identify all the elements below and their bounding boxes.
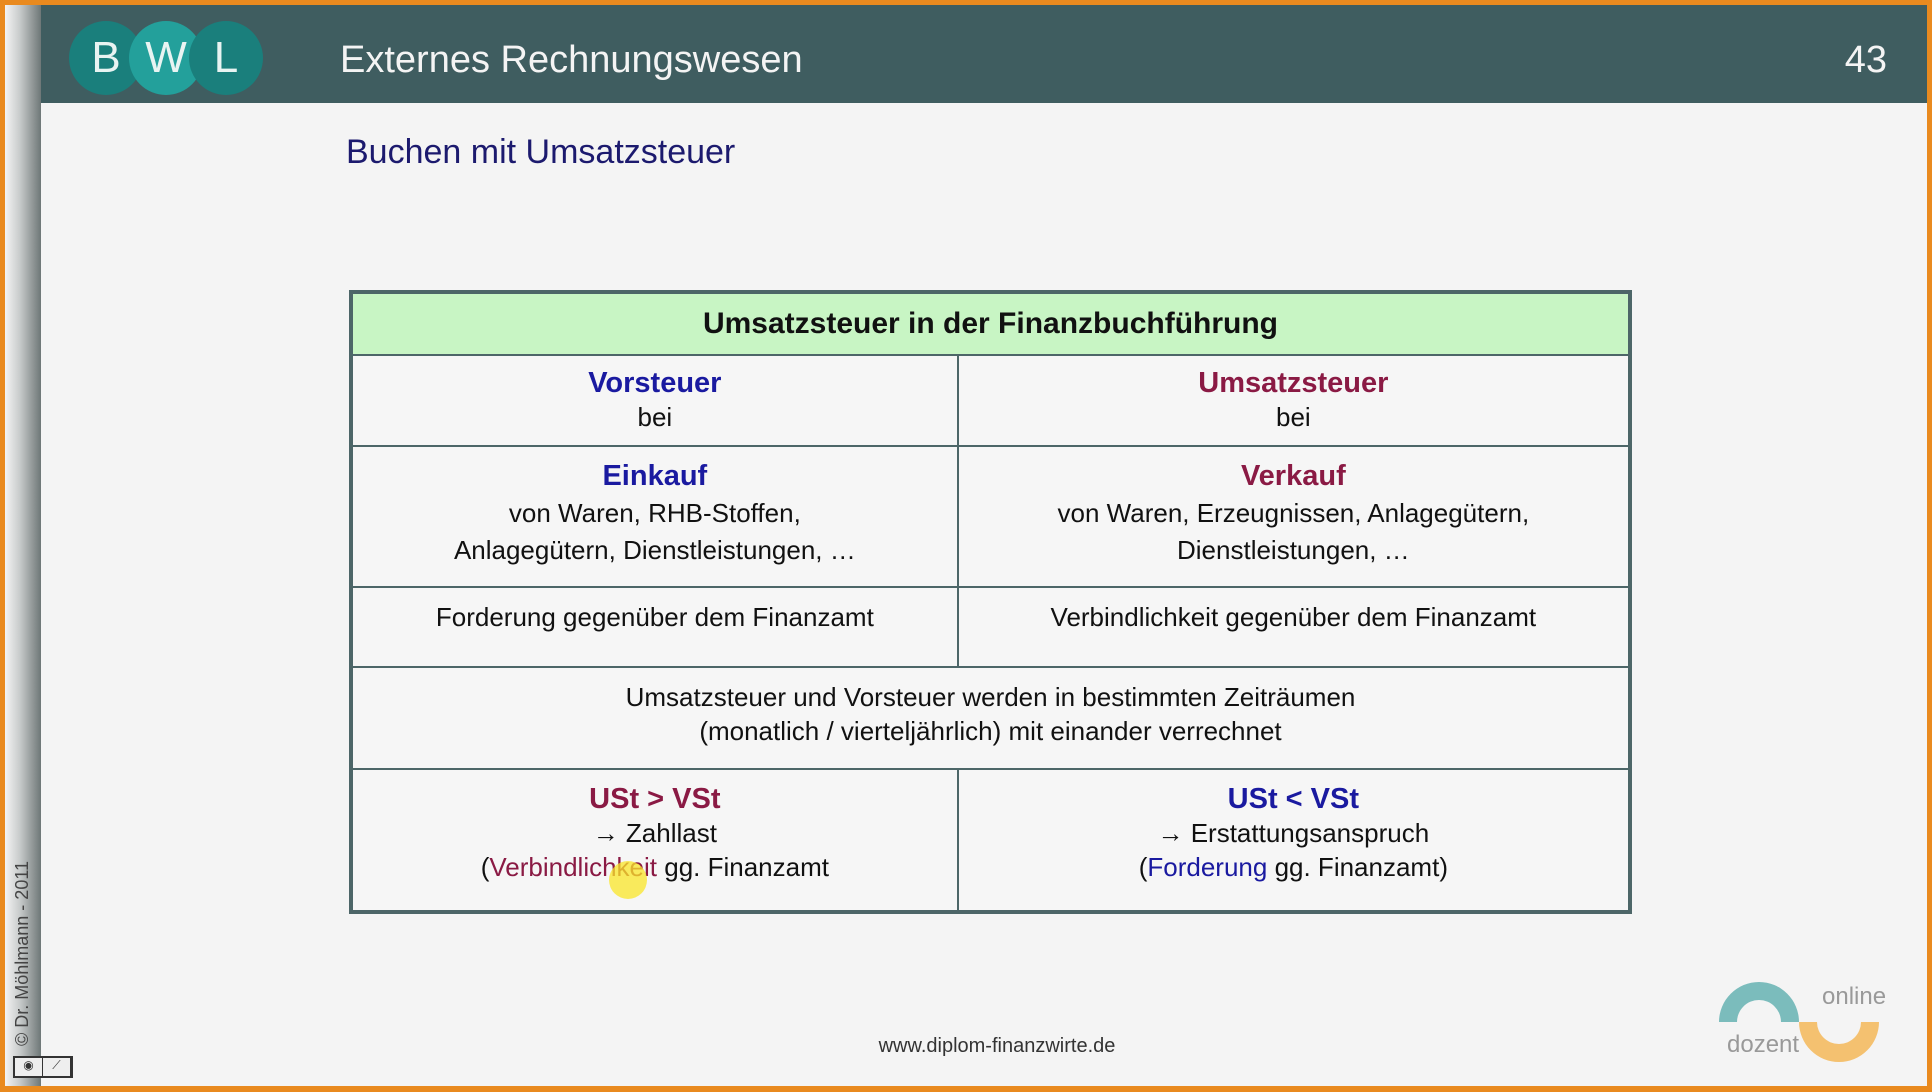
merged-line2: (monatlich / vierteljährlich) mit einand… [699,716,1282,746]
erstattung-compare: USt < VSt [1227,783,1360,815]
slide-header: B W L Externes Rechnungswesen 43 [41,5,1927,103]
erstattung-result: → Erstattungsanspruch [1157,818,1430,848]
slide: © Dr. Möhlmann - 2011 ◉ ⟋ B W L Externes … [5,5,1927,1086]
vorsteuer-head: Vorsteuer [588,367,722,399]
umsatzsteuer-sub: bei [1275,402,1311,432]
zahllast-compare: USt > VSt [589,783,721,815]
footer-url: www.diplom-finanzwirte.de [878,1035,1116,1057]
pen-icon[interactable]: ⟋ [43,1058,71,1076]
cursor-highlight [609,861,647,899]
brand-dozent: dozent [1727,1031,1799,1058]
app-title: Externes Rechnungswesen [340,39,803,81]
forderung-word: Forderung [1147,852,1268,882]
paren-rest: gg. Finanzamt) [1267,852,1448,882]
verkauf-line2: Dienstleistungen, … [1177,535,1410,565]
copyright: © Dr. Möhlmann - 2011 [12,860,32,1046]
paren: ( [480,852,490,882]
player-toolbar[interactable]: ◉ ⟋ [13,1056,73,1078]
page-title: Buchen mit Umsatzsteuer [346,133,736,171]
logo-letter-l: L [189,21,263,95]
speaker-icon[interactable]: ◉ [15,1058,43,1076]
brand-online: online [1822,983,1886,1010]
einkauf-label: Einkauf [602,460,708,492]
einkauf-line2: Anlagegütern, Dienstleistungen, … [453,535,856,565]
side-strip: © Dr. Möhlmann - 2011 [5,5,41,1086]
page-number: 43 [1844,39,1887,81]
einkauf-line1: von Waren, RHB-Stoffen, [508,498,801,528]
verbindlichkeit-cell: Verbindlichkeit gegenüber dem Finanzamt [956,586,1632,668]
vorsteuer-sub: bei [637,402,673,432]
paren-rest: gg. Finanzamt [657,852,829,882]
verkauf-line1: von Waren, Erzeugnissen, Anlagegütern, [1057,498,1530,528]
umsatzsteuer-head: Umsatzsteuer [1198,367,1389,399]
vat-table: Umsatzsteuer in der Finanzbuchführung Vo… [349,290,1632,914]
zahllast-result: → Zahllast [592,818,717,848]
dozent-online-logo: online dozent [1719,982,1886,1062]
merged-line1: Umsatzsteuer und Vorsteuer werden in bes… [625,682,1356,712]
verkauf-label: Verkauf [1240,460,1346,492]
forderung-cell: Forderung gegenüber dem Finanzamt [350,586,959,668]
table-title: Umsatzsteuer in der Finanzbuchführung [350,291,1631,356]
paren: ( [1138,852,1148,882]
